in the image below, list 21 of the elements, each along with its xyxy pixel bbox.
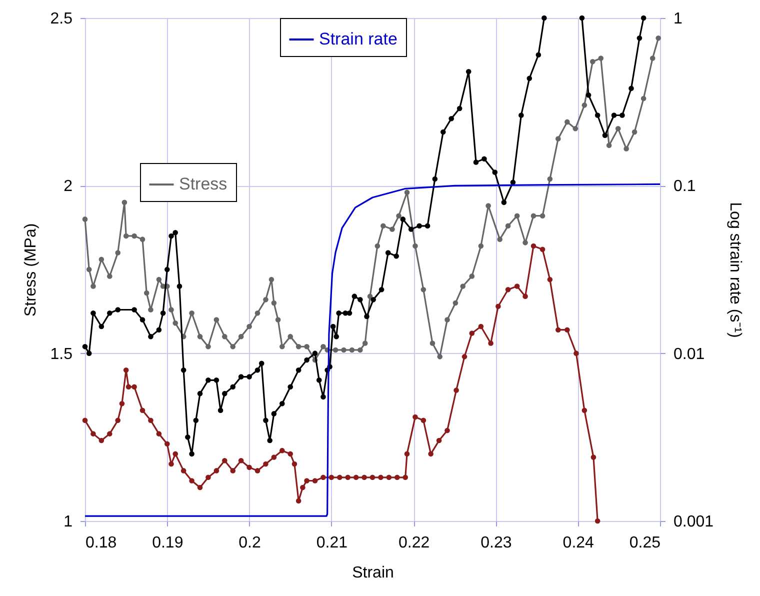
x-tick-label: 0.23 xyxy=(480,534,512,552)
x-tick-label: 0.21 xyxy=(316,534,348,552)
x-axis-title: Strain xyxy=(352,564,394,582)
legend-label: Stress xyxy=(179,174,228,194)
y-tick-label: 1 xyxy=(64,514,73,530)
y2-tick-label: 0.1 xyxy=(674,178,696,196)
y-axis-title: Stress (MPa) xyxy=(22,223,40,317)
y2-axis-title: Log strain rate (s⁻¹) xyxy=(726,202,744,338)
x-tick-label: 0.19 xyxy=(152,534,184,552)
y-tick-label: 2 xyxy=(64,178,73,196)
y2-tick-label: 1 xyxy=(674,10,682,28)
x-tick-label: 0.24 xyxy=(562,534,594,552)
y-tick-label: 2.5 xyxy=(50,10,73,28)
x-tick-label: 0.2 xyxy=(238,534,262,552)
y2-tick-label: 0.001 xyxy=(674,514,714,530)
x-tick-label: 0.22 xyxy=(398,534,430,552)
x-tick-label: 0.18 xyxy=(86,534,117,552)
legend-label: Strain rate xyxy=(319,30,398,48)
x-tick-label: 0.25 xyxy=(629,534,661,552)
y-tick-label: 1.5 xyxy=(50,346,73,363)
y2-tick-label: 0.01 xyxy=(674,346,705,363)
